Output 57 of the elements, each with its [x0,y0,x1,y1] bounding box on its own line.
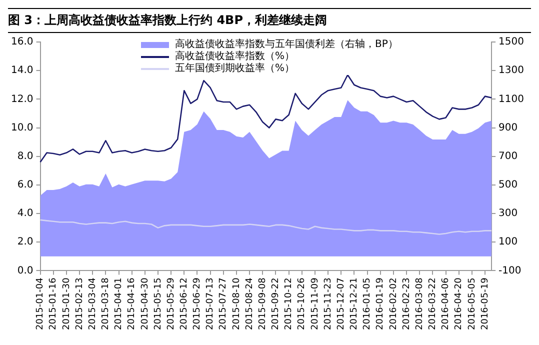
x-tick-label: 2015-03-04 [88,277,98,330]
x-tick-label: 2016-01-19 [376,277,386,330]
x-tick-label: 2015-11-09 [310,277,320,330]
x-tick-label: 2016-05-19 [480,277,490,330]
y-tick-label: 2.0 [17,236,34,248]
x-tick-label: 2015-10-26 [297,277,308,330]
x-tick-label: 2015-07-27 [218,278,229,330]
x-tick-label: 2016-05-05 [467,278,478,330]
y-tick-label: 12.0 [11,94,34,105]
y2-tick-label: 1500 [498,36,524,48]
x-tick-label: 2015-12-07 [336,278,346,330]
y-tick-label: 10.0 [11,122,34,134]
y-tick-label: 0.0 [17,265,34,276]
x-tick-label: 2015-08-24 [244,277,255,330]
x-tick-label: 2015-01-30 [62,277,72,330]
y2-tick-label: 300 [498,208,518,220]
x-tick-label: 2015-04-30 [140,277,150,330]
x-tick-label: 2015-01-04 [36,277,46,330]
x-tick-label: 2015-09-22 [271,278,282,330]
x-tick-label: 2015-06-12 [179,278,190,330]
x-tick-label: 2015-05-15 [153,278,164,330]
x-tick-label: 2015-02-13 [74,278,85,330]
y2-tick-label: 100 [498,236,518,248]
x-tick-label: 2015-12-21 [350,278,360,330]
y2-tick-label: 1300 [498,65,524,76]
y-tick-label: 6.0 [17,180,34,191]
x-tick-label: 2015-05-29 [166,277,176,330]
x-tick-label: 2015-11-23 [323,278,334,330]
legend-label: 高收益债收益率指数（%） [175,51,295,62]
y2-tick-label: 700 [498,150,518,162]
x-tick-label: 2016-04-06 [441,277,452,330]
x-tick-label: 2015-10-12 [284,278,294,330]
y2-tick-label: -100 [498,265,522,276]
y2-tick-label: 900 [498,122,518,134]
x-tick-label: 2015-08-10 [232,277,242,330]
x-tick-label: 2015-06-29 [192,277,203,330]
y-tick-label: 4.0 [17,208,34,220]
x-tick-label: 2016-03-22 [428,278,438,330]
x-tick-label: 2016-02-23 [402,278,412,330]
legend-label: 高收益债收益率指数与五年国债利差（右轴，BP） [175,39,398,50]
legend-label: 五年国债到期收益率（%） [175,63,295,75]
chart-title: 图 3：上周高收益债收益率指数上行约 4BP，利差继续走阔 [8,8,531,33]
y-tick-label: 14.0 [11,65,34,76]
x-tick-label: 2015-01-16 [48,277,59,330]
y-tick-label: 16.0 [11,36,34,48]
x-tick-label: 2016-04-20 [454,277,464,330]
y2-tick-label: 500 [498,180,518,191]
x-tick-label: 2016-01-05 [362,278,373,330]
x-tick-label: 2015-03-18 [101,277,112,330]
x-tick-label: 2016-02-02 [388,278,399,330]
x-tick-label: 2015-09-08 [258,277,268,330]
y-tick-label: 8.0 [17,150,34,162]
x-tick-label: 2015-07-13 [206,278,216,330]
x-tick-label: 2015-04-16 [127,277,138,330]
x-tick-label: 2015-04-01 [114,278,124,330]
x-tick-label: 2016-03-08 [414,277,425,330]
y2-tick-label: 1100 [498,94,524,105]
